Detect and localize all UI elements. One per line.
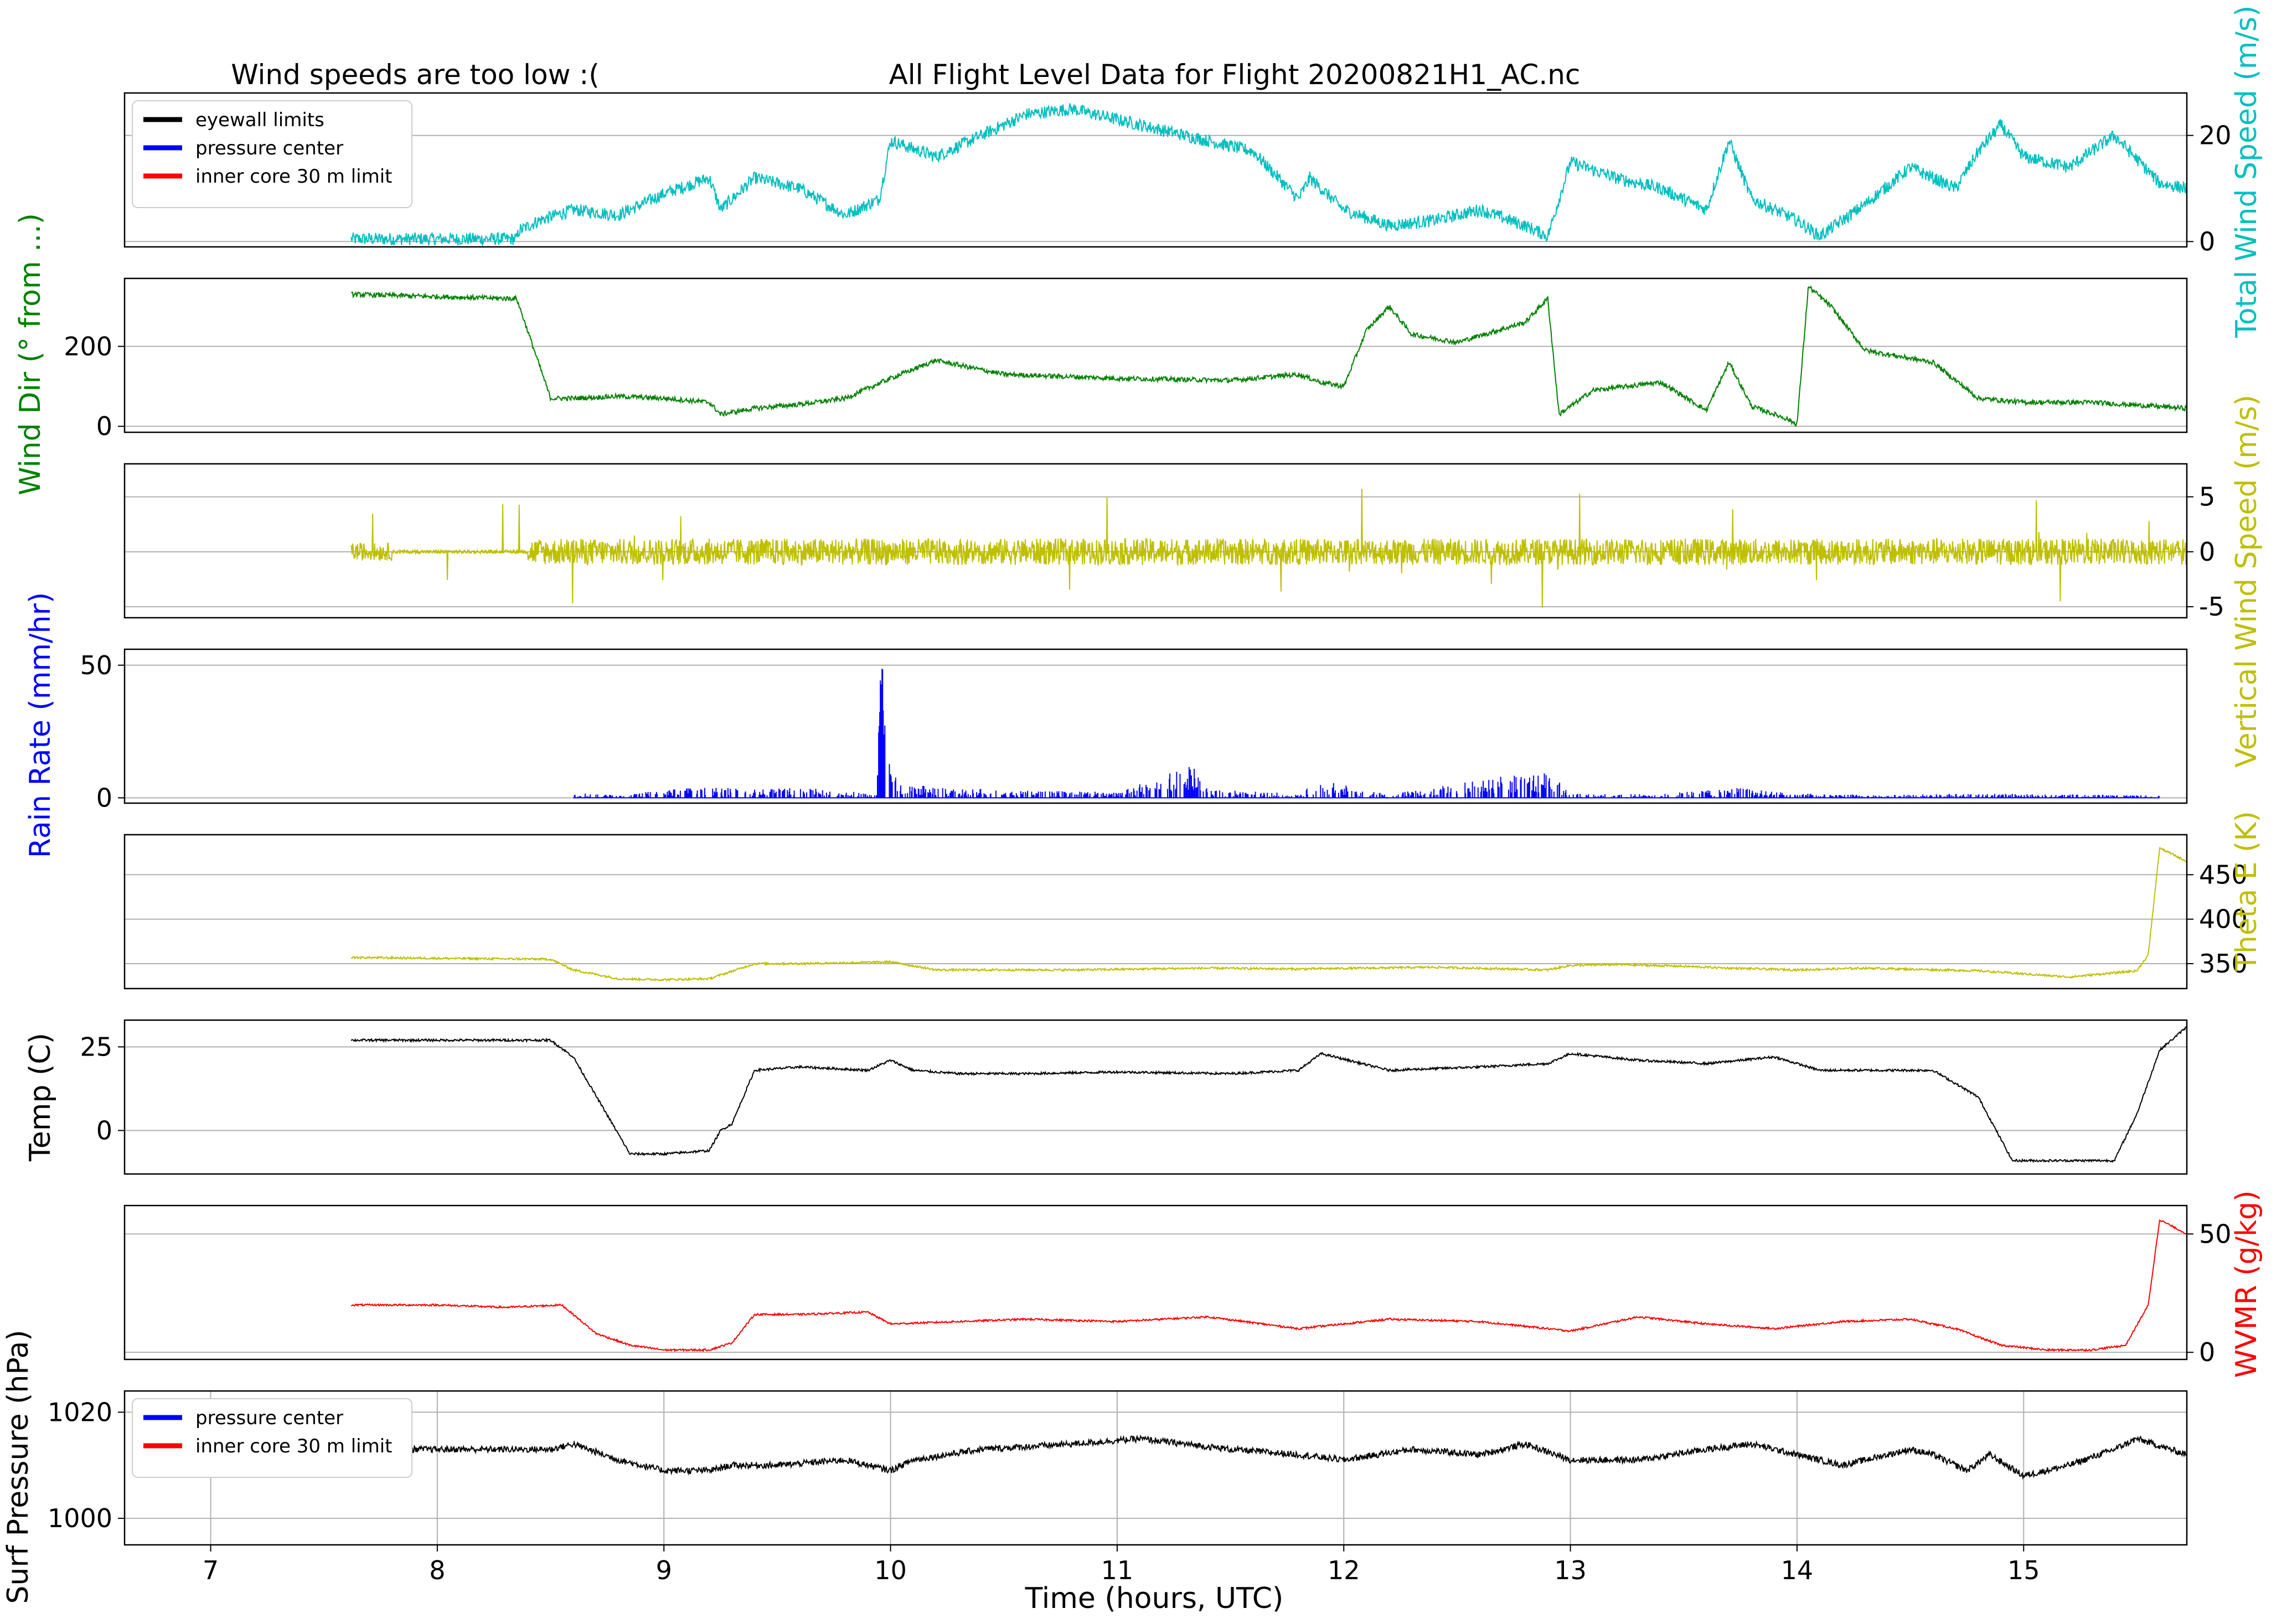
y-axis-label-wind_speed: Total Wind Speed (m/s) <box>2230 6 2263 339</box>
series-line-wind_speed <box>350 103 2187 247</box>
x-tick-label: 8 <box>429 1555 445 1585</box>
legend-entry: inner core 30 m limit <box>195 165 393 188</box>
y-tick-label: -5 <box>2199 592 2224 622</box>
panel-temp: 0 25 Temp (C) <box>24 1019 2188 1175</box>
y-tick-label: 0 <box>96 411 112 441</box>
y-tick-label: 50 <box>80 650 112 680</box>
series-line-wind_dir <box>351 285 2187 427</box>
y-tick-label: 50 <box>2199 1219 2232 1249</box>
y-tick-label: 350 <box>2199 949 2248 979</box>
x-tick-label: 13 <box>1554 1555 1587 1585</box>
x-tick-label: 7 <box>203 1555 219 1585</box>
series-line-theta <box>350 847 2187 982</box>
panel-frame <box>123 277 2188 433</box>
x-axis: 7 8 9 10 11 12 13 14 15 <box>203 1545 2040 1585</box>
panel-frame <box>123 1019 2188 1175</box>
y-tick-label: 0 <box>2199 537 2215 567</box>
y-tick-label: 400 <box>2199 904 2248 934</box>
legend-entry: eyewall limits <box>195 109 324 131</box>
y-axis-label-rain: Rain Rate (mm/hr) <box>24 592 57 858</box>
series-line-rain <box>574 669 2160 798</box>
series-line-temp <box>350 1026 2187 1163</box>
series-line-pressure <box>350 1434 2187 1480</box>
legend: eyewall limits pressure center inner core … <box>132 100 412 208</box>
y-tick-label: 1020 <box>48 1397 112 1427</box>
panel-frame <box>123 648 2188 804</box>
panel-frame <box>123 1204 2188 1361</box>
y-tick-label: 20 <box>2199 121 2232 151</box>
y-axis-label-wind_dir: Wind Dir (° from ...) <box>14 213 47 495</box>
legend-box <box>132 100 412 208</box>
legend-entry: pressure center <box>195 137 343 159</box>
y-axis-label-vertical: Vertical Wind Speed (m/s) <box>2230 395 2263 768</box>
y-axis-label-pressure: Surf Pressure (hPa) <box>2 1330 35 1604</box>
series-line-wvmr <box>350 1219 2187 1352</box>
x-tick-label: 11 <box>1101 1555 1134 1585</box>
chart-title: All Flight Level Data for Flight 2020082… <box>889 59 1581 91</box>
y-tick-label: 0 <box>96 1115 112 1145</box>
y-tick-label: 1000 <box>48 1503 112 1533</box>
y-tick-label: 0 <box>96 783 112 813</box>
panel-frame <box>123 463 2188 619</box>
left-title: Wind speeds are too low :( <box>231 59 600 91</box>
y-tick-label: 5 <box>2199 482 2215 512</box>
x-tick-label: 15 <box>2007 1555 2040 1585</box>
series-line-vertical <box>350 489 2187 608</box>
legend-box <box>132 1398 412 1478</box>
panel-frame <box>123 834 2188 990</box>
panel-pressure: 1000 1020 Surf Pressure (hPa) pressure cent… <box>2 1330 2188 1604</box>
y-axis-label-wvmr: WVMR (g/kg) <box>2230 1191 2263 1378</box>
x-axis-label: Time (hours, UTC) <box>1025 1582 1284 1615</box>
x-tick-label: 12 <box>1328 1555 1360 1585</box>
y-tick-label: 200 <box>64 332 112 361</box>
panel-rain: 0 50 Rain Rate (mm/hr) <box>24 592 2188 858</box>
panel-vertical: -5 0 5 Vertical Wind Speed (m/s) <box>123 395 2263 768</box>
y-tick-label: 25 <box>80 1032 112 1062</box>
legend-entry: pressure center <box>195 1407 343 1429</box>
y-tick-label: 0 <box>2199 226 2215 256</box>
y-axis-label-theta: Theta E (K) <box>2230 811 2263 972</box>
x-tick-label: 9 <box>656 1555 672 1585</box>
legend: pressure center inner core 30 m limit <box>132 1398 412 1478</box>
y-axis-label-temp: Temp (C) <box>24 1033 57 1162</box>
panel-frame <box>123 92 2188 248</box>
y-tick-label: 0 <box>2199 1337 2215 1367</box>
y-tick-label: 450 <box>2199 860 2248 889</box>
legend-entry: inner core 30 m limit <box>195 1435 393 1457</box>
panel-frame <box>123 1390 2188 1546</box>
panel-wind_dir: 0 200 Wind Dir (° from ...) <box>14 213 2188 495</box>
x-tick-label: 10 <box>874 1555 907 1585</box>
x-tick-label: 14 <box>1781 1555 1814 1585</box>
